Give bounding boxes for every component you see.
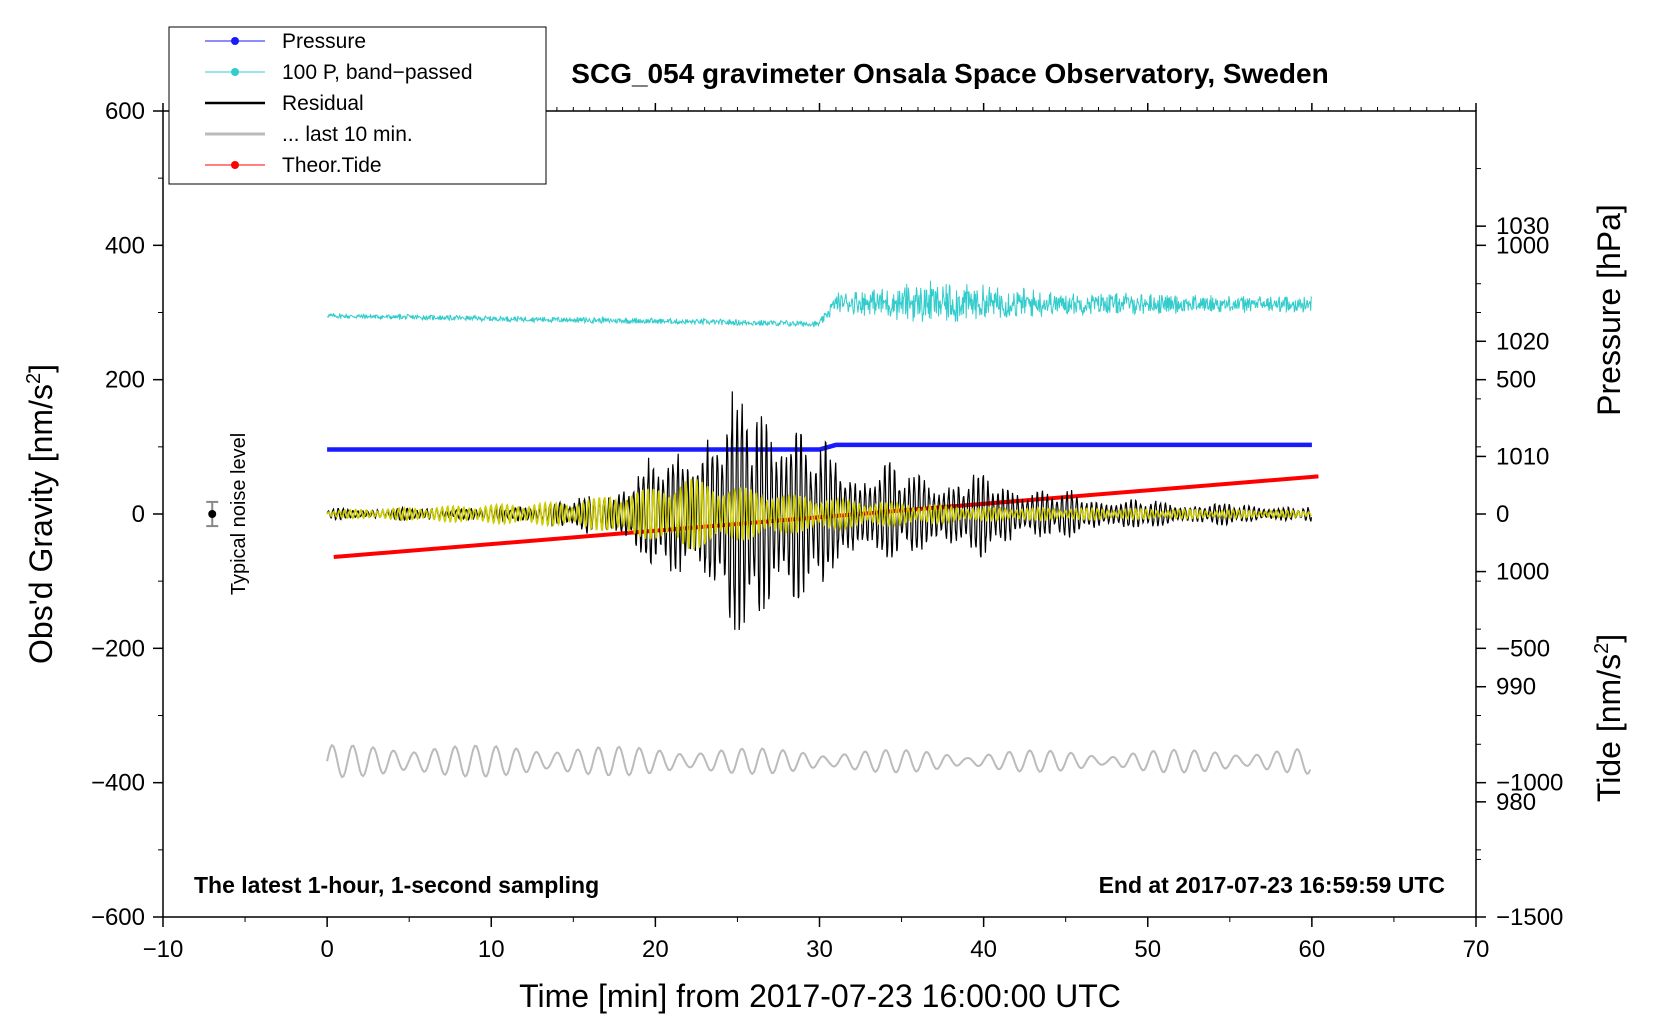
legend-label: Theor.Tide [282,154,382,177]
y-left-tick-label: −200 [91,635,145,662]
y-left-tick-label: −600 [91,904,145,931]
pressure-tick-label: 1000 [1496,559,1549,586]
x-tick-label: 60 [1299,936,1326,963]
x-tick-label: 40 [970,936,997,963]
y-axis-tide-label-end: ] [1591,634,1627,643]
tide-tick-label: −500 [1496,635,1550,662]
y-axis-left-label-main: Obs'd Gravity [nm/s [23,384,59,664]
legend-label: Residual [282,92,364,115]
pressure-tick-label: 1030 [1496,213,1549,240]
y-left-tick-label: 400 [105,232,145,259]
legend-box [168,26,547,185]
series-100p-band-passed [326,280,1313,328]
footer-left: The latest 1-hour, 1-second sampling [194,872,599,898]
y-axis-pressure-label: Pressure [hPa] [1591,204,1627,416]
y-left-tick-label: 600 [105,98,145,125]
series-yellow-band-passed [326,478,1312,550]
noise-level-label: Typical noise level [228,433,250,595]
ticks-layer [153,103,1486,927]
y-axis-left-label-end: ] [23,364,59,373]
tide-tick-label: 500 [1496,367,1536,394]
y-left-tick-label: 200 [105,367,145,394]
y-left-tick-label: 0 [132,501,145,528]
labels-layer: −10 0 10 20 30 40 50 60 706004002000−200−400−600… [91,98,1563,963]
x-tick-label: 50 [1134,936,1161,963]
legend-item: 100 P, band−passed [205,61,473,84]
y-axis-left-label: Obs'd Gravity [nm/s2] [23,364,59,664]
footer-right: End at 2017-07-23 16:59:59 UTC [1099,872,1445,898]
pressure-tick-label: 1020 [1496,328,1549,355]
legend-swatch-marker [231,68,239,76]
tide-tick-label: −1000 [1496,770,1563,797]
x-tick-label: −10 [143,936,184,963]
legend-label: 100 P, band−passed [282,61,473,84]
legend-item: ... last 10 min. [205,123,413,146]
y-axis-tide-label: Tide [nm/s2] [1591,634,1627,802]
y-left-tick-label: −400 [91,770,145,797]
series-pressure [327,442,1312,452]
noise-level-point [208,510,217,518]
x-tick-label: 70 [1463,936,1490,963]
pressure-tick-label: 1010 [1496,443,1549,470]
legend-swatch-marker [231,161,239,169]
legend-item: Residual [205,92,364,115]
tide-tick-label: −1500 [1496,904,1563,931]
chart-title: SCG_054 gravimeter Onsala Space Observat… [571,58,1328,89]
pressure-tick-label: 990 [1496,674,1536,701]
legend-label: Pressure [282,30,366,53]
y-axis-tide-label-sup: 2 [1591,643,1613,654]
x-tick-label: 20 [642,936,669,963]
noise-level-indicator: Typical noise level [206,433,250,595]
legend-item: Pressure [205,30,366,53]
x-tick-label: 0 [320,936,333,963]
x-axis-label: Time [min] from 2017-07-23 16:00:00 UTC [519,978,1121,1014]
series-layer [326,280,1319,779]
tide-tick-label: 0 [1496,501,1509,528]
tide-tick-label: 1000 [1496,232,1549,259]
x-tick-label: 10 [478,936,505,963]
series-last-10-min [326,743,1312,779]
pressure-tick-label: 980 [1496,789,1536,816]
y-axis-left-label-sup: 2 [23,373,45,384]
y-axis-tide-label-main: Tide [nm/s [1591,654,1627,802]
legend-item: Theor.Tide [205,154,382,177]
x-tick-label: 30 [806,936,833,963]
legend-swatch-marker [231,37,239,45]
series-theor-tide [333,474,1319,559]
legend: Pressure 100 P, band−passed Residual ... la… [168,26,547,185]
legend-label: ... last 10 min. [282,123,413,146]
